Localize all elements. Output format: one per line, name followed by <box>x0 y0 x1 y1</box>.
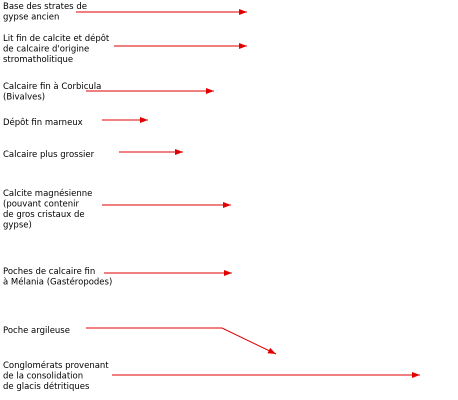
label-line: de calcaire d'origine <box>3 45 89 55</box>
label-line: Dépôt fin marneux <box>3 117 83 128</box>
label-line: (Bivalves) <box>3 93 45 103</box>
label-line: Poche argileuse <box>3 326 70 336</box>
label-line: gypse) <box>3 221 32 231</box>
label-line: Calcite magnésienne <box>3 188 92 199</box>
label-line: gypse ancien <box>3 13 59 23</box>
label-line: de gros cristaux de <box>3 210 85 220</box>
label-line: à Mélania (Gastéropodes) <box>3 277 112 288</box>
arrow <box>86 327 277 355</box>
label-line: de glacis détritiques <box>3 381 90 392</box>
label-line: Poches de calcaire fin <box>3 267 95 277</box>
label-line: Calcaire plus grossier <box>3 150 95 160</box>
arrows <box>76 9 420 378</box>
label-line: Conglomérats provenant <box>3 360 109 371</box>
label-line: (pouvant contenir <box>3 200 80 210</box>
label-line: stromatholitique <box>3 55 73 65</box>
label-line: Calcaire fin à Corbicula <box>3 82 101 92</box>
label-line: Lit fin de calcite et dépôt <box>3 33 110 44</box>
label-line: de la consolidation <box>3 372 83 382</box>
label-line: Base des strates de <box>3 2 87 12</box>
